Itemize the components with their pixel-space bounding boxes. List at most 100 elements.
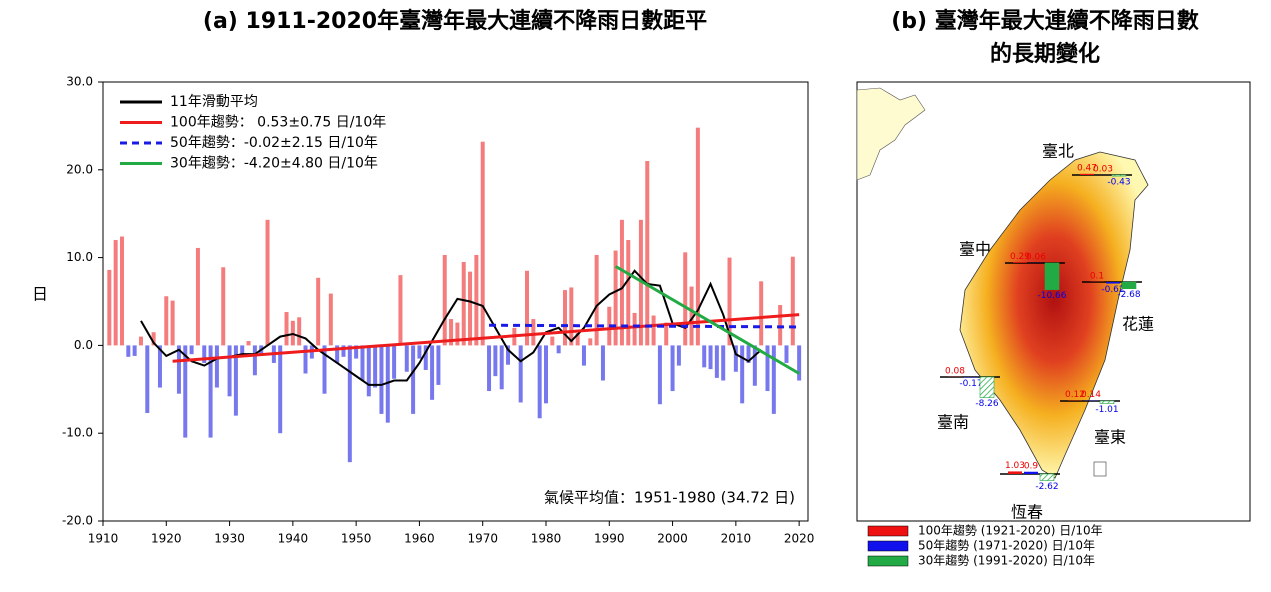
trend-label: 1.03 (1005, 461, 1025, 471)
legend-label: 30年趨勢 (1991-2020) 日/10年 (918, 553, 1095, 568)
trend-bar (1080, 174, 1094, 175)
bar (285, 312, 289, 345)
x-tick-label: 1970 (467, 532, 498, 546)
bar (645, 161, 649, 345)
x-tick-label: 1950 (341, 532, 372, 546)
trend-label: 0.9 (1024, 461, 1039, 471)
bar (139, 337, 143, 346)
bar (379, 345, 383, 413)
bar (709, 345, 713, 369)
bar (633, 313, 637, 345)
bar (196, 248, 200, 345)
station-name: 恆春 (1011, 503, 1043, 522)
x-tick-label: 1940 (278, 532, 309, 546)
bar (658, 345, 662, 404)
bar (519, 345, 523, 402)
bar (595, 255, 599, 345)
bar (715, 345, 719, 377)
trend-label: -1.01 (1095, 405, 1118, 415)
bar (531, 319, 535, 345)
bar (702, 345, 706, 367)
legend-swatch (868, 526, 908, 536)
bar (671, 345, 675, 391)
bar (797, 345, 801, 380)
bar (392, 345, 396, 378)
bar (228, 345, 232, 396)
map-title: (b) 臺灣年最大連續不降雨日數 (891, 8, 1199, 34)
station-name: 臺東 (1094, 428, 1126, 447)
series-line (616, 266, 800, 373)
bar (721, 345, 725, 380)
bar (253, 345, 257, 375)
trend-label: 0.06 (1026, 252, 1046, 262)
bar (190, 345, 194, 354)
legend-swatch (868, 556, 908, 566)
trend-label: -2.62 (1035, 482, 1058, 492)
bar (652, 316, 656, 346)
legend-label: 30年趨勢：-4.20±4.80 日/10年 (170, 156, 378, 172)
bar (171, 301, 175, 346)
x-tick-label: 2020 (784, 532, 815, 546)
bar (765, 345, 769, 391)
bar (753, 345, 757, 385)
bar (500, 345, 504, 389)
trend-label: -8.26 (975, 399, 999, 409)
bar (348, 345, 352, 462)
y-tick-label: 20.0 (66, 162, 93, 176)
trend-bar (1013, 262, 1027, 263)
bar (588, 338, 592, 345)
bar (455, 323, 459, 346)
bar (778, 305, 782, 345)
x-tick-label: 2000 (657, 532, 688, 546)
bar (126, 345, 130, 356)
legend-swatch (868, 541, 908, 551)
bar (487, 345, 491, 391)
bar (360, 345, 364, 380)
bar (569, 287, 573, 345)
y-tick-label: -20.0 (62, 514, 93, 528)
bar (430, 345, 434, 399)
map-title: 的長期變化 (990, 41, 1100, 67)
bar (329, 294, 333, 346)
legend-label: 50年趨勢 (1971-2020) 日/10年 (918, 538, 1095, 553)
bar (266, 220, 270, 346)
x-tick-label: 1990 (594, 532, 625, 546)
bar (120, 237, 124, 346)
bar (626, 240, 630, 345)
x-tick-label: 1910 (88, 532, 119, 546)
bar (614, 251, 618, 346)
trend-label: -2.68 (1117, 290, 1141, 300)
bar (493, 345, 497, 376)
legend-label: 11年滑動平均 (170, 93, 258, 110)
legend-label: 100年趨勢： 0.53±0.75 日/10年 (170, 115, 386, 131)
station-name: 花蓮 (1122, 315, 1154, 334)
bar (557, 345, 561, 353)
trend-label: -0.43 (1107, 178, 1130, 188)
bar (784, 345, 788, 363)
y-tick-label: -10.0 (62, 426, 93, 440)
bar (791, 257, 795, 346)
bar (411, 345, 415, 413)
trend-bar (1045, 263, 1059, 290)
x-tick-label: 1980 (531, 532, 562, 546)
x-tick-label: 1920 (151, 532, 182, 546)
bar (462, 262, 466, 345)
trend-label: 0.14 (1081, 390, 1101, 400)
bar (316, 278, 320, 346)
trend-bar (1024, 472, 1038, 474)
bar (107, 270, 111, 346)
trend-bar (1100, 401, 1114, 404)
bar (145, 345, 149, 413)
trend-bar (980, 377, 994, 398)
y-axis-label: 日 (32, 285, 48, 304)
x-tick-label: 1930 (214, 532, 245, 546)
bar (538, 345, 542, 418)
bar (740, 345, 744, 403)
x-tick-label: 2010 (721, 532, 752, 546)
trend-bar (1112, 175, 1126, 176)
bar (278, 345, 282, 433)
bar (772, 345, 776, 413)
bar (481, 142, 485, 346)
bar (367, 345, 371, 396)
